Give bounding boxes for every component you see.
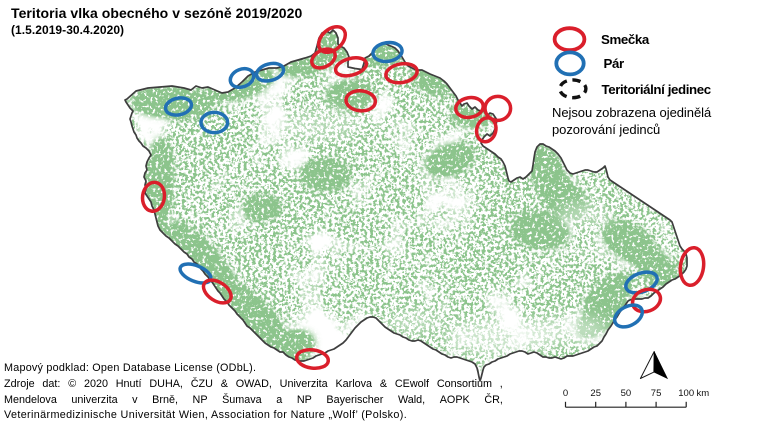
svg-text:75: 75 (651, 388, 662, 399)
svg-text:km: km (697, 388, 710, 399)
svg-text:100: 100 (678, 388, 694, 399)
svg-text:25: 25 (590, 388, 601, 399)
svg-text:50: 50 (621, 388, 632, 399)
svg-text:0: 0 (563, 388, 568, 399)
